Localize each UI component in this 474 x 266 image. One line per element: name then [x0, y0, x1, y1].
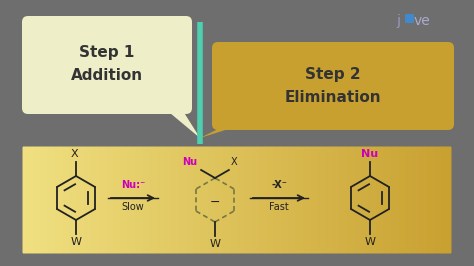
Bar — [47, 142, 55, 258]
Text: Addition: Addition — [71, 69, 143, 84]
Text: W: W — [365, 237, 375, 247]
Bar — [171, 142, 180, 258]
Bar — [361, 142, 369, 258]
Text: -X⁻: -X⁻ — [271, 180, 287, 190]
Text: ve: ve — [414, 14, 431, 28]
Bar — [120, 142, 128, 258]
Bar — [427, 142, 435, 258]
Bar — [368, 142, 377, 258]
Text: Nu:⁻: Nu:⁻ — [121, 180, 145, 190]
Bar — [128, 142, 136, 258]
Bar — [288, 142, 296, 258]
Text: j: j — [396, 14, 400, 28]
FancyBboxPatch shape — [405, 14, 414, 23]
Bar — [69, 142, 77, 258]
Text: Slow: Slow — [122, 202, 145, 212]
Bar — [113, 142, 121, 258]
Text: W: W — [71, 237, 82, 247]
Bar — [98, 142, 107, 258]
Bar — [252, 142, 260, 258]
Polygon shape — [158, 103, 200, 138]
Text: Step 1: Step 1 — [79, 44, 135, 60]
Bar — [281, 142, 289, 258]
Bar — [25, 142, 34, 258]
Bar — [273, 142, 282, 258]
Bar — [62, 142, 70, 258]
Bar — [339, 142, 347, 258]
Text: Nu: Nu — [182, 157, 197, 167]
Bar — [186, 142, 194, 258]
Bar — [193, 142, 201, 258]
Bar — [33, 142, 41, 258]
Bar — [398, 142, 406, 258]
Bar — [354, 142, 362, 258]
Bar — [135, 142, 143, 258]
Bar — [230, 142, 238, 258]
Bar — [441, 142, 450, 258]
Text: X: X — [231, 157, 237, 167]
Text: Elimination: Elimination — [285, 90, 381, 106]
Bar — [106, 142, 114, 258]
Bar — [295, 142, 304, 258]
Bar — [149, 142, 158, 258]
Bar — [419, 142, 428, 258]
Bar — [84, 142, 92, 258]
Bar — [91, 142, 99, 258]
Bar — [310, 142, 319, 258]
Text: Nu: Nu — [362, 149, 379, 159]
FancyBboxPatch shape — [212, 42, 454, 130]
Bar — [222, 142, 231, 258]
Bar — [332, 142, 340, 258]
Bar — [434, 142, 442, 258]
Text: X: X — [70, 149, 78, 159]
Bar — [325, 142, 333, 258]
Polygon shape — [200, 119, 260, 138]
Bar — [390, 142, 399, 258]
Text: Fast: Fast — [269, 202, 289, 212]
Bar — [412, 142, 420, 258]
Bar — [259, 142, 267, 258]
Bar — [201, 142, 209, 258]
Bar — [303, 142, 311, 258]
Bar — [76, 142, 85, 258]
Bar — [244, 142, 253, 258]
Bar — [40, 142, 48, 258]
Bar — [157, 142, 165, 258]
Bar — [376, 142, 384, 258]
Bar — [55, 142, 63, 258]
Text: W: W — [210, 239, 220, 249]
Bar — [317, 142, 326, 258]
Bar — [449, 142, 457, 258]
FancyBboxPatch shape — [22, 16, 192, 114]
Bar — [208, 142, 216, 258]
Text: Step 2: Step 2 — [305, 66, 361, 81]
Bar — [383, 142, 392, 258]
Bar — [179, 142, 187, 258]
Bar — [215, 142, 223, 258]
Bar — [142, 142, 150, 258]
Bar — [164, 142, 173, 258]
Bar — [18, 142, 26, 258]
Text: −: − — [210, 196, 220, 209]
Bar — [237, 142, 246, 258]
Bar — [405, 142, 413, 258]
Bar — [346, 142, 355, 258]
Bar — [266, 142, 274, 258]
